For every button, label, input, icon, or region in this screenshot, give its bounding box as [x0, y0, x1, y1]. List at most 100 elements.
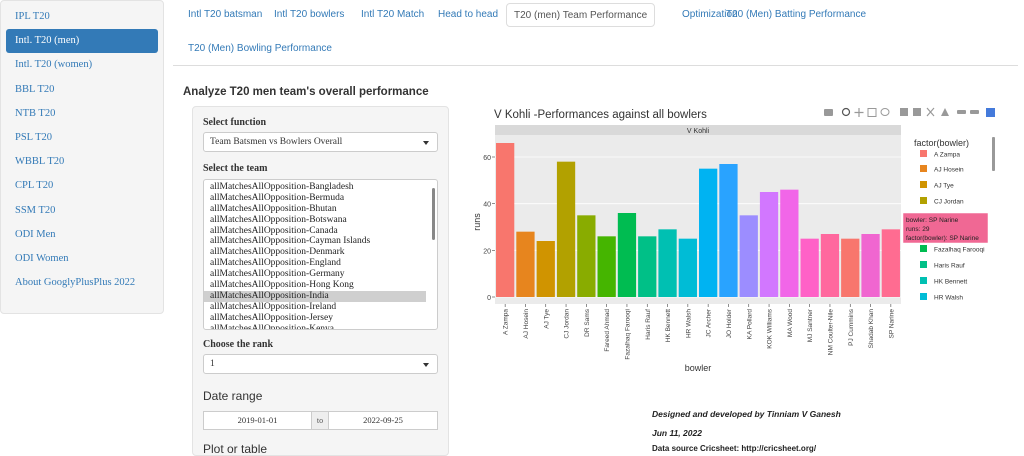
bar[interactable]: [841, 238, 860, 297]
bar[interactable]: [759, 192, 779, 297]
zoom-icon[interactable]: [841, 107, 851, 117]
bar[interactable]: [617, 213, 637, 297]
tooltip-line: bowler: SP Narine: [906, 217, 959, 224]
rank-value: 1: [210, 359, 215, 369]
hover-closest-icon[interactable]: [970, 110, 979, 114]
bar[interactable]: [678, 238, 697, 297]
function-select[interactable]: Team Batsmen vs Bowlers Overall: [203, 132, 438, 152]
team-option[interactable]: allMatchesAllOpposition-Canada: [210, 225, 338, 236]
bar[interactable]: [638, 236, 657, 297]
sidebar-item-ssm-t20[interactable]: SSM T20: [15, 204, 56, 216]
team-option[interactable]: allMatchesAllOpposition-Bermuda: [210, 192, 345, 203]
team-option[interactable]: allMatchesAllOpposition-Denmark: [210, 247, 345, 258]
legend-item[interactable]: HK Bennett: [920, 277, 967, 286]
zoom-in-icon[interactable]: [900, 108, 908, 116]
legend-scrollbar[interactable]: [992, 137, 995, 171]
tab-t20-men-team-performance[interactable]: T20 (men) Team Performance: [506, 3, 656, 27]
x-tick-label: HK Bennett: [665, 309, 672, 342]
sidebar-item-ipl-t20[interactable]: IPL T20: [15, 11, 50, 22]
bar[interactable]: [861, 234, 880, 297]
tooltip-line: factor(bowler): SP Narine: [906, 235, 979, 242]
team-option[interactable]: allMatchesAllOpposition-Ireland: [210, 301, 337, 312]
x-tick-label: KOK Williams: [767, 308, 774, 348]
team-option[interactable]: allMatchesAllOpposition-India: [204, 290, 426, 302]
team-label: Select the team: [203, 163, 268, 174]
legend-item[interactable]: CJ Jordan: [920, 197, 964, 206]
pan-icon[interactable]: [854, 108, 864, 117]
legend-item[interactable]: AJ Hosein: [920, 165, 964, 174]
bar[interactable]: [881, 229, 900, 297]
bar[interactable]: [719, 164, 738, 297]
bar[interactable]: [536, 241, 555, 297]
lasso-icon[interactable]: [880, 108, 890, 116]
home-icon[interactable]: [941, 108, 949, 116]
team-option[interactable]: allMatchesAllOpposition-Kenya: [210, 323, 335, 330]
legend-item[interactable]: AJ Tye: [920, 181, 954, 190]
zoom-out-icon[interactable]: [913, 108, 921, 116]
legend-item[interactable]: Haris Rauf: [920, 261, 965, 270]
rank-label: Choose the rank: [203, 339, 274, 350]
bar[interactable]: [577, 215, 596, 297]
bar[interactable]: [699, 168, 718, 297]
legend-item[interactable]: HR Walsh: [920, 293, 963, 302]
sidebar-item-psl-t20[interactable]: PSL T20: [15, 131, 53, 143]
sidebar-item-wbbl-t20[interactable]: WBBL T20: [15, 156, 65, 168]
sidebar-item-bbl-t20[interactable]: BBL T20: [15, 83, 55, 95]
plot-title: V Kohli -Performances against all bowler…: [494, 109, 707, 121]
bar[interactable]: [658, 229, 677, 297]
bar[interactable]: [496, 143, 515, 297]
sidebar-item-about-googlyplusplus-2022[interactable]: About GooglyPlusPlus 2022: [15, 277, 136, 289]
team-option[interactable]: allMatchesAllOpposition-Germany: [210, 269, 345, 280]
legend-swatch: [920, 293, 927, 300]
team-option[interactable]: allMatchesAllOpposition-Cayman Islands: [210, 236, 371, 247]
sidebar-item-cpl-t20[interactable]: CPL T20: [15, 180, 54, 192]
camera-icon[interactable]: [824, 109, 833, 116]
spike-lines-icon[interactable]: [957, 110, 966, 114]
bar[interactable]: [516, 231, 535, 297]
legend-title: factor(bowler): [914, 138, 969, 148]
box-select-icon[interactable]: [867, 108, 877, 117]
team-option[interactable]: allMatchesAllOpposition-England: [210, 258, 341, 269]
autoscale-icon[interactable]: [926, 107, 935, 117]
team-option[interactable]: allMatchesAllOpposition-Hong Kong: [210, 280, 354, 291]
tab-intl-t20-bowlers[interactable]: Intl T20 bowlers: [274, 9, 345, 20]
sidebar-item-odi-women[interactable]: ODI Women: [15, 252, 69, 264]
plot-panel: [495, 135, 901, 304]
team-option[interactable]: allMatchesAllOpposition-Jersey: [210, 312, 333, 323]
bar[interactable]: [597, 236, 616, 297]
sidebar-item-intl-t20-women[interactable]: Intl. T20 (women): [15, 59, 93, 71]
legend-item[interactable]: Fazalhaq Farooqi: [920, 245, 985, 254]
x-tick-label: SP Narine: [888, 309, 895, 339]
bar[interactable]: [739, 215, 758, 297]
legend-swatch: [920, 150, 927, 157]
x-tick-label: A Zampa: [503, 309, 510, 335]
rank-select[interactable]: 1: [203, 354, 438, 374]
team-listbox[interactable]: allMatchesAllOpposition-Bangladesh allMat…: [203, 179, 438, 330]
legend-label: A Zampa: [934, 152, 960, 159]
bar[interactable]: [780, 189, 799, 297]
team-option[interactable]: allMatchesAllOpposition-Botswana: [210, 214, 347, 225]
sidebar-item-odi-men[interactable]: ODI Men: [15, 228, 56, 240]
tab-intl-t20-match[interactable]: Intl T20 Match: [361, 9, 425, 20]
listbox-scrollbar[interactable]: [432, 188, 435, 240]
tab-t20-men-bowling-performance[interactable]: T20 (Men) Bowling Performance: [188, 43, 332, 54]
plotly-logo-icon[interactable]: [986, 108, 995, 117]
x-tick-label: Fareed Ahmad: [604, 309, 611, 352]
sidebar-item-ntb-t20[interactable]: NTB T20: [15, 107, 56, 119]
team-option[interactable]: allMatchesAllOpposition-Bhutan: [210, 203, 337, 214]
facet-label: V Kohli: [687, 128, 710, 135]
bar[interactable]: [820, 234, 840, 297]
team-option[interactable]: allMatchesAllOpposition-Bangladesh: [210, 182, 354, 192]
bar[interactable]: [800, 238, 819, 297]
tab-head-to-head[interactable]: Head to head: [438, 9, 499, 20]
bar[interactable]: [556, 161, 576, 297]
date-start-input[interactable]: 2019-01-01: [203, 411, 312, 430]
tab-optimization[interactable]: Optimization: [682, 9, 738, 20]
tab-t20-men-batting-performance[interactable]: T20 (Men) Batting Performance: [726, 9, 867, 20]
sidebar-item-intl-t20-men[interactable]: Intl. T20 (men): [6, 29, 158, 54]
legend-item[interactable]: A Zampa: [920, 150, 960, 159]
tooltip-box: [902, 212, 989, 244]
x-tick-label: AJ Tye: [543, 309, 550, 329]
date-end-input[interactable]: 2022-09-25: [328, 411, 438, 430]
tab-intl-t20-batsman[interactable]: Intl T20 batsman: [188, 9, 263, 20]
